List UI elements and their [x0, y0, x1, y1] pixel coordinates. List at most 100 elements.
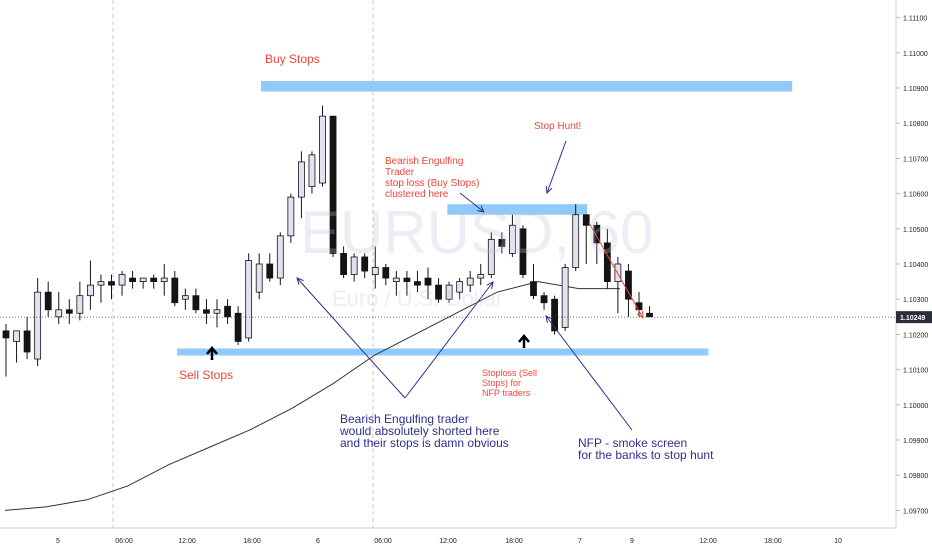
- bullish-candle: [572, 214, 580, 268]
- projection-arrow-head: [636, 310, 644, 319]
- bullish-candle: [181, 295, 189, 300]
- price-tick-label: 1.10500: [903, 227, 928, 234]
- time-tick-label: 18:00: [505, 538, 523, 545]
- bullish-candle: [466, 277, 474, 286]
- bullish-candle: [614, 263, 622, 283]
- bearish-candle: [603, 242, 611, 283]
- bearish-candle: [435, 284, 442, 300]
- bullish-candle: [118, 274, 126, 286]
- bearish-candle: [2, 330, 10, 339]
- bearish-candle: [23, 330, 31, 353]
- bullish-candle: [297, 161, 305, 198]
- price-tick-label: 1.10000: [903, 403, 928, 410]
- moving-average-line: [4, 281, 620, 511]
- bearish-candle: [44, 291, 52, 311]
- bullish-candle: [160, 277, 168, 282]
- bullish-candle: [508, 224, 516, 254]
- price-tick-label: 1.10300: [903, 297, 928, 304]
- bearish-candle: [340, 253, 348, 275]
- bullish-candle: [287, 196, 295, 237]
- bearish-candle: [551, 298, 558, 332]
- v-arrow-left-head: [296, 277, 304, 285]
- time-tick-label: 18:00: [764, 538, 782, 545]
- v-arrow-right: [404, 281, 494, 399]
- cluster-arrow: [459, 192, 485, 213]
- nfp-arrow-head: [545, 315, 553, 323]
- bearish-shorted-note: Bearish Engulfing trader would absolutel…: [340, 412, 509, 450]
- bearish-candle: [129, 277, 137, 282]
- price-tick-label: 1.10600: [903, 192, 928, 199]
- bullish-candle: [34, 291, 42, 360]
- time-tick-label: 12:00: [699, 538, 717, 545]
- bullish-candle: [561, 267, 569, 328]
- bearish-candle: [234, 312, 242, 342]
- bearish-candle: [625, 270, 632, 300]
- bullish-candle: [371, 267, 379, 275]
- price-tick-label: 1.09800: [903, 473, 928, 480]
- up-arrow-icon: [206, 346, 218, 355]
- bearish-candle: [414, 281, 421, 286]
- time-tick-label: 06:00: [115, 538, 133, 545]
- nfp-smoke-screen-note: NFP - smoke screen for the banks to stop…: [578, 436, 714, 462]
- bearish-candle: [540, 295, 548, 304]
- bearish-candle: [582, 214, 590, 226]
- last-price-label: 1.10249: [900, 315, 925, 322]
- bearish-candle: [635, 302, 643, 311]
- up-arrow-icon: [518, 334, 530, 343]
- bearish-candle: [361, 256, 369, 272]
- bearish-candle: [266, 263, 274, 279]
- bullish-candle: [477, 274, 485, 279]
- bullish-candle: [245, 260, 253, 339]
- bullish-candle: [276, 235, 284, 279]
- bearish-candle: [498, 238, 506, 247]
- price-tick-label: 1.10100: [903, 368, 928, 375]
- bullish-candle: [139, 277, 147, 282]
- time-tick-label: 6: [316, 538, 320, 545]
- bullish-candle: [213, 309, 221, 314]
- bearish-candle: [424, 277, 432, 286]
- bearish-candle: [224, 305, 231, 318]
- price-tick-label: 1.10900: [903, 86, 928, 93]
- symbol-description-watermark: Euro / U.S. Dollar: [332, 286, 504, 311]
- cluster-arrow-head: [477, 205, 485, 213]
- v-arrow-left: [296, 277, 406, 399]
- v-arrow-right-head: [486, 281, 494, 289]
- bullish-candle: [87, 284, 94, 297]
- bearish-candle: [519, 228, 527, 275]
- time-tick-label: 10: [834, 538, 842, 545]
- bearish-candle: [203, 309, 210, 314]
- bullish-candle: [97, 281, 105, 286]
- price-tick-label: 1.11100: [903, 16, 927, 23]
- price-tick-label: 1.09700: [903, 508, 928, 515]
- time-tick-label: 9: [630, 538, 634, 545]
- bearish-candle: [593, 224, 601, 244]
- price-tick-label: 1.10200: [903, 332, 928, 339]
- projection-arrow: [588, 222, 644, 319]
- bearish-candle: [150, 277, 158, 282]
- time-tick-label: 7: [578, 538, 582, 545]
- sell-stops-label: Sell Stops: [179, 368, 234, 382]
- bullish-candle: [350, 256, 358, 275]
- bearish-candle: [192, 295, 200, 311]
- buy-stops-zone: [260, 80, 793, 92]
- price-tick-label: 1.10800: [903, 121, 928, 128]
- bearish-candle: [329, 115, 337, 254]
- stop-hunt-arrow-head: [545, 185, 553, 195]
- price-tick-label: 1.09900: [903, 438, 928, 445]
- bearish-candle: [646, 312, 653, 318]
- time-tick-label: 12:00: [439, 538, 457, 545]
- bullish-candle: [13, 330, 20, 342]
- stoploss-nfp-label: Stoploss (Sell Stops) for NFP traders: [482, 368, 538, 398]
- clustered-stops-zone: [447, 204, 588, 215]
- last-price-badge: [896, 311, 932, 324]
- bullish-candle: [319, 115, 326, 184]
- bullish-candle: [76, 295, 84, 314]
- bullish-candle: [308, 154, 316, 187]
- price-tick-label: 1.10400: [903, 262, 928, 269]
- time-tick-label: 5: [56, 538, 60, 545]
- bearish-candle: [108, 281, 115, 286]
- bullish-candle: [392, 277, 400, 282]
- price-tick-label: 1.10700: [903, 156, 928, 163]
- sell-stops-zone: [177, 348, 709, 356]
